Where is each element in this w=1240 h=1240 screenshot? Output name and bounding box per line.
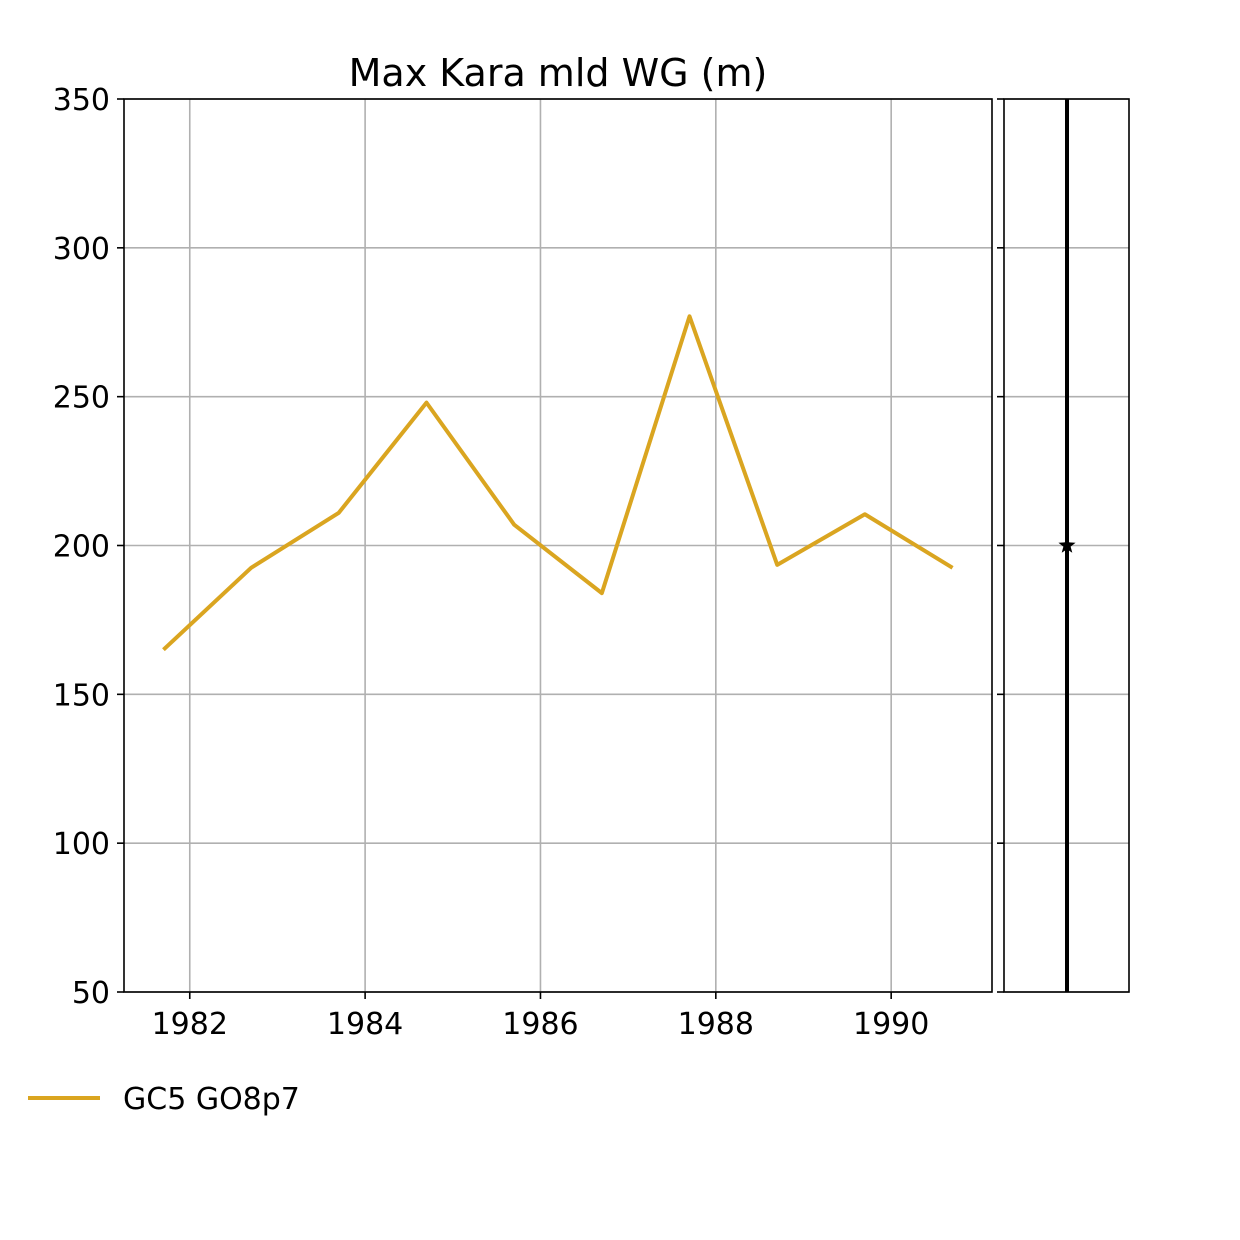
y-tick-label: 250 [53, 381, 110, 416]
x-tick-label: 1990 [853, 1007, 929, 1042]
y-tick-label: 100 [53, 827, 110, 862]
y-tick-label: 150 [53, 678, 110, 713]
series-line-gc5-go8p7 [162, 314, 954, 652]
x-axis: 1982 1984 1986 1988 1990 [152, 992, 929, 1042]
y-tick-label: 300 [53, 232, 110, 267]
y-axis: 50 100 150 200 250 300 350 [53, 83, 1004, 1011]
legend: GC5 GO8p7 [28, 1082, 300, 1117]
x-tick-label: 1984 [327, 1007, 403, 1042]
x-tick-label: 1988 [678, 1007, 754, 1042]
y-tick-label: 350 [53, 83, 110, 118]
x-tick-label: 1986 [502, 1007, 578, 1042]
y-tick-label: 50 [72, 976, 110, 1011]
legend-label-gc5-go8p7: GC5 GO8p7 [123, 1082, 300, 1117]
main-grid [124, 98, 992, 993]
x-tick-label: 1982 [152, 1007, 228, 1042]
side-layer [1058, 99, 1076, 992]
star-marker [1058, 536, 1076, 553]
chart-title: Max Kara mld WG (m) [349, 51, 768, 95]
series-layer [162, 314, 954, 652]
y-tick-label: 200 [53, 530, 110, 565]
